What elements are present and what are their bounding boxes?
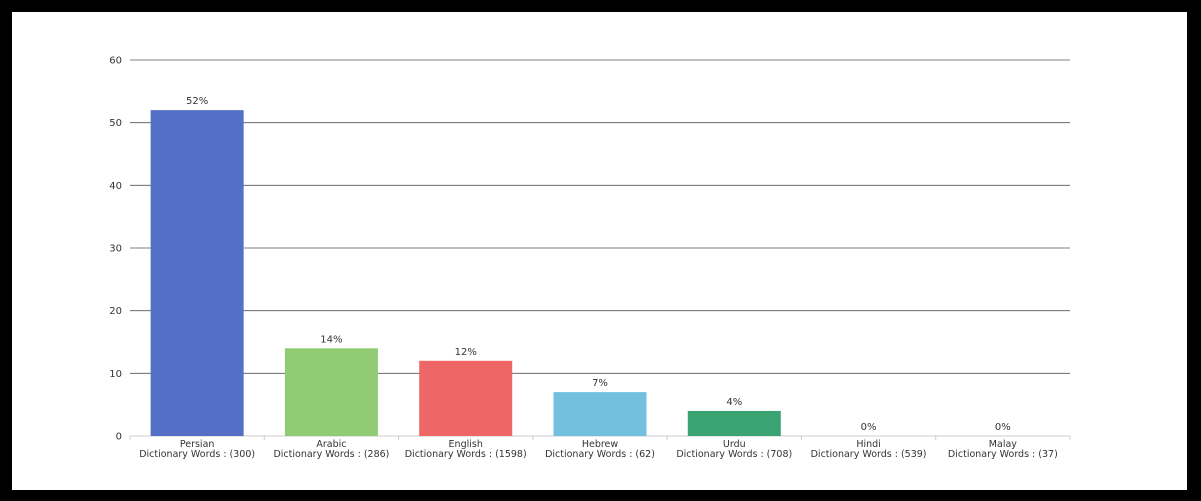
y-tick-label: 0 (116, 432, 122, 443)
x-tick-sublabel: Dictionary Words : (708) (676, 449, 792, 460)
data-label: 4% (726, 397, 742, 408)
data-label: 52% (186, 96, 208, 107)
x-tick-sublabel: Dictionary Words : (1598) (405, 449, 527, 460)
x-tick-sublabel: Dictionary Words : (300) (139, 449, 255, 460)
y-tick-label: 20 (109, 306, 122, 317)
x-tick-sublabel: Dictionary Words : (62) (545, 449, 655, 460)
x-tick-sublabel: Dictionary Words : (37) (948, 449, 1058, 460)
y-tick-label: 50 (109, 118, 122, 129)
data-label: 12% (455, 347, 477, 358)
x-tick-label: Arabic (316, 439, 346, 450)
x-tick-label: Hindi (856, 439, 880, 450)
bar (419, 360, 513, 436)
x-tick-label: English (449, 439, 483, 450)
data-label: 7% (592, 378, 608, 389)
data-label: 0% (861, 422, 877, 433)
x-tick-label: Urdu (723, 439, 746, 450)
y-tick-label: 60 (109, 56, 122, 67)
x-tick-sublabel: Dictionary Words : (286) (273, 449, 389, 460)
data-label: 14% (320, 334, 342, 345)
x-tick-label: Persian (180, 439, 215, 450)
bar (150, 110, 244, 436)
y-tick-label: 10 (109, 369, 122, 380)
data-label: 0% (995, 422, 1011, 433)
x-tick-sublabel: Dictionary Words : (539) (811, 449, 927, 460)
bar (687, 410, 781, 436)
bar (553, 392, 647, 436)
bar (284, 348, 378, 436)
y-tick-label: 40 (109, 181, 122, 192)
x-tick-label: Malay (989, 439, 1017, 450)
x-tick-label: Hebrew (582, 439, 619, 450)
y-tick-label: 30 (109, 244, 122, 255)
